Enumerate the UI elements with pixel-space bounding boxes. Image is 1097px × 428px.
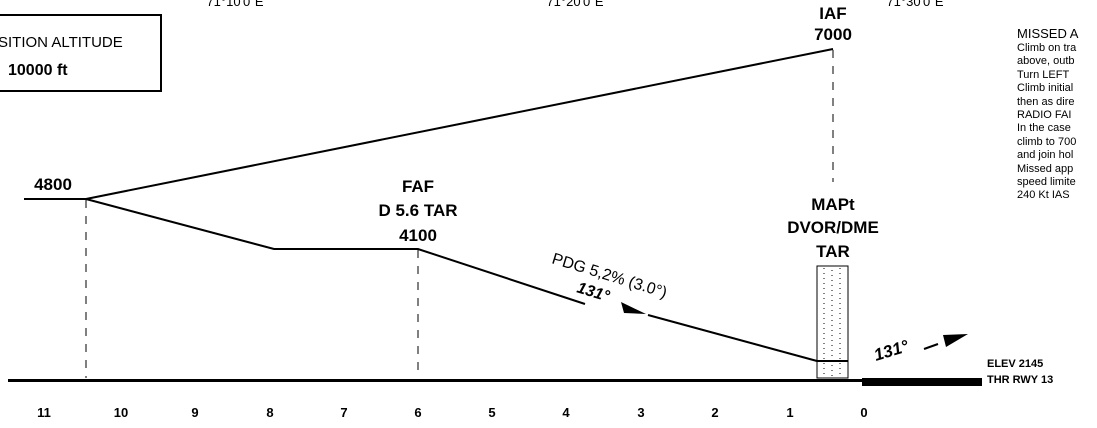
faf-name: FAF — [402, 177, 434, 196]
missed-approach-line: RADIO FAI — [1017, 109, 1072, 122]
distance-label: 3 — [637, 405, 644, 420]
missed-approach-line: climb to 700 — [1017, 135, 1077, 148]
distance-label: 2 — [711, 405, 718, 420]
transition-altitude-box: SITION ALTITUDE 10000 ft — [0, 14, 162, 92]
missed-approach-line: then as dire — [1017, 95, 1075, 108]
missed-approach-line: 240 Kt IAS — [1017, 189, 1070, 202]
distance-label: 6 — [414, 405, 421, 420]
iaf-approach-line — [85, 48, 834, 200]
threshold-label: THR RWY 13 — [987, 374, 1054, 386]
iaf-name: IAF — [819, 4, 846, 23]
distance-label: 1 — [786, 405, 793, 420]
faf-altitude: 4100 — [399, 226, 437, 245]
descent-profile-line — [85, 198, 586, 305]
elevation-info: ELEV 2145 THR RWY 13 — [987, 356, 1097, 388]
missed-approach-line: and join hol — [1017, 149, 1074, 162]
missed-approach-line: speed limite — [1017, 176, 1076, 189]
iaf-altitude: 7000 — [814, 25, 852, 44]
coordinate-label: 71°10'0"E — [206, 0, 263, 9]
distance-label: 8 — [266, 405, 273, 420]
missed-course-label: 131° — [872, 336, 911, 365]
missed-arrow-icon — [943, 334, 968, 347]
descent-arrow-icon — [621, 302, 646, 314]
distance-label: 4 — [562, 405, 570, 420]
missed-approach-line: above, outb — [1017, 55, 1075, 68]
distance-label: 0 — [860, 405, 867, 420]
missed-approach-line: Climb initial — [1017, 82, 1074, 95]
mapt-nav: DVOR/DME — [787, 218, 879, 237]
missed-approach-text: MISSED A Climb on tra above, outb Turn L… — [1017, 26, 1097, 203]
mapt-name: MAPt — [811, 195, 855, 214]
distance-label: 7 — [340, 405, 347, 420]
missed-approach-title: MISSED A — [1017, 26, 1079, 41]
coordinate-label: 71°20'0"E — [546, 0, 603, 9]
coordinate-label: 71°30'0"E — [886, 0, 943, 9]
elevation-label: ELEV 2145 — [987, 358, 1044, 370]
initial-altitude-label: 4800 — [34, 175, 72, 194]
runway-bar — [862, 378, 982, 386]
faf-fix: D 5.6 TAR — [378, 201, 457, 220]
ground-line — [8, 379, 863, 382]
mapt-obstacle-box — [816, 265, 849, 379]
distance-label: 9 — [191, 405, 198, 420]
missed-approach-line: Missed app — [1017, 162, 1074, 175]
distance-label: 10 — [114, 405, 128, 420]
missed-approach-line: Climb on tra — [1017, 42, 1077, 54]
distance-label: 5 — [488, 405, 495, 420]
transition-altitude-title: SITION ALTITUDE — [0, 34, 123, 51]
missed-approach-line: Turn LEFT — [1017, 68, 1070, 81]
missed-course-dash — [923, 343, 939, 350]
mapt-id: TAR — [816, 242, 850, 261]
transition-altitude-value: 10000 ft — [8, 62, 68, 79]
final-descent-line — [647, 314, 818, 362]
distance-label: 11 — [37, 405, 51, 420]
missed-approach-line: In the case — [1017, 122, 1071, 135]
